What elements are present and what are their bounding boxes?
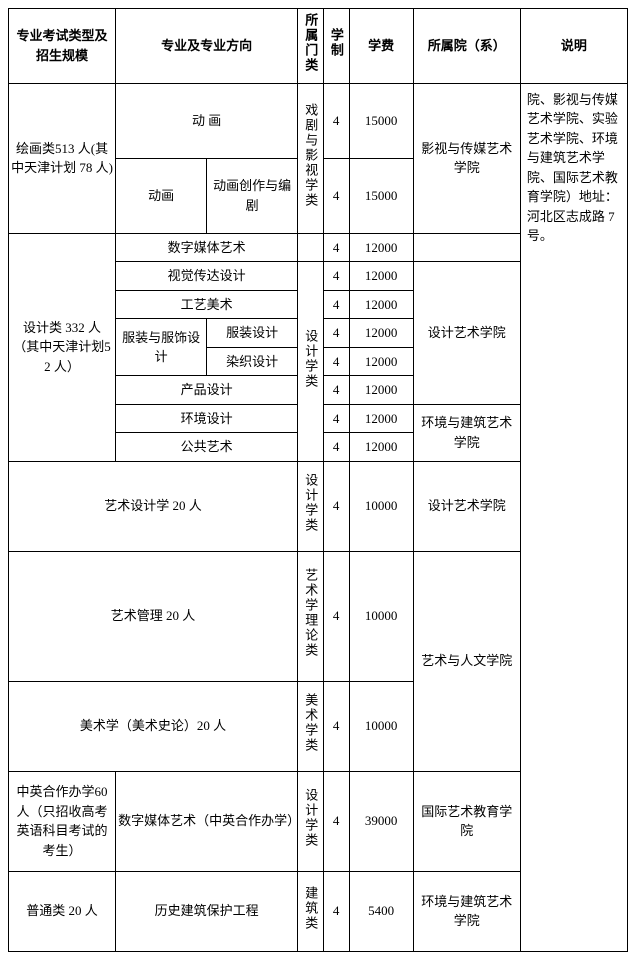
cell-fee: 12000 <box>349 347 413 376</box>
cell-major: 产品设计 <box>116 376 298 405</box>
header-dept: 所属院（系） <box>413 9 520 84</box>
cell-group-label: 绘画类513 人(其中天津计划 78 人) <box>9 83 116 233</box>
cell-major-sub: 染织设计 <box>207 347 298 376</box>
cell-major-sub: 动画创作与编剧 <box>207 158 298 233</box>
header-row: 专业考试类型及招生规模 专业及专业方向 所属门类 学制 学费 所属院（系） 说明 <box>9 9 628 84</box>
cell-fee: 12000 <box>349 433 413 462</box>
cell-major-sub: 服装与服饰设计 <box>116 319 207 376</box>
cell-fee: 10000 <box>349 551 413 681</box>
cell-category: 艺术学理论类 <box>298 551 324 681</box>
cell-fee: 10000 <box>349 461 413 551</box>
cell-dept: 国际艺术教育学院 <box>413 771 520 871</box>
cell-major: 历史建筑保护工程 <box>116 871 298 951</box>
cell-dept: 环境与建筑艺术学院 <box>413 871 520 951</box>
cell-duration: 4 <box>323 681 349 771</box>
cell-fee: 12000 <box>349 319 413 348</box>
cell-fee: 12000 <box>349 262 413 291</box>
cell-major: 数字媒体艺术（中英合作办学） <box>116 771 298 871</box>
cell-major: 环境设计 <box>116 404 298 433</box>
header-fee: 学费 <box>349 9 413 84</box>
cell-fee: 12000 <box>349 376 413 405</box>
cell-category <box>298 233 324 262</box>
cell-group-label: 美术学（美术史论）20 人 <box>9 681 298 771</box>
cell-duration: 4 <box>323 83 349 158</box>
cell-category: 设计学类 <box>298 461 324 551</box>
cell-group-label: 艺术设计学 20 人 <box>9 461 298 551</box>
cell-fee: 12000 <box>349 290 413 319</box>
cell-dept: 设计艺术学院 <box>413 461 520 551</box>
cell-fee: 15000 <box>349 83 413 158</box>
cell-fee: 12000 <box>349 233 413 262</box>
cell-duration: 4 <box>323 461 349 551</box>
cell-duration: 4 <box>323 319 349 348</box>
admission-table: 专业考试类型及招生规模 专业及专业方向 所属门类 学制 学费 所属院（系） 说明… <box>8 8 628 952</box>
cell-note: 院、影视与传媒艺术学院、实验艺术学院、环境与建筑艺术学院、国际艺术教育学院）地址… <box>520 83 627 951</box>
cell-major: 动 画 <box>116 83 298 158</box>
cell-fee: 12000 <box>349 404 413 433</box>
cell-duration: 4 <box>323 551 349 681</box>
cell-duration: 4 <box>323 871 349 951</box>
cell-fee: 5400 <box>349 871 413 951</box>
cell-major-sub: 服装设计 <box>207 319 298 348</box>
cell-duration: 4 <box>323 233 349 262</box>
cell-duration: 4 <box>323 404 349 433</box>
cell-group-label: 普通类 20 人 <box>9 871 116 951</box>
cell-duration: 4 <box>323 433 349 462</box>
header-major: 专业及专业方向 <box>116 9 298 84</box>
header-exam-type: 专业考试类型及招生规模 <box>9 9 116 84</box>
cell-dept: 影视与传媒艺术学院 <box>413 83 520 233</box>
cell-group-label: 中英合作办学60 人（只招收高考英语科目考试的考生） <box>9 771 116 871</box>
cell-fee: 39000 <box>349 771 413 871</box>
header-note: 说明 <box>520 9 627 84</box>
header-category: 所属门类 <box>298 9 324 84</box>
cell-category: 美术学类 <box>298 681 324 771</box>
cell-dept: 艺术与人文学院 <box>413 551 520 771</box>
cell-group-label: 设计类 332 人（其中天津计划52 人） <box>9 233 116 461</box>
cell-fee: 15000 <box>349 158 413 233</box>
cell-category: 设计学类 <box>298 771 324 871</box>
cell-category: 戏剧与影视学类 <box>298 83 324 233</box>
cell-duration: 4 <box>323 771 349 871</box>
cell-group-label: 艺术管理 20 人 <box>9 551 298 681</box>
cell-duration: 4 <box>323 347 349 376</box>
cell-duration: 4 <box>323 290 349 319</box>
cell-major: 数字媒体艺术 <box>116 233 298 262</box>
cell-major: 工艺美术 <box>116 290 298 319</box>
cell-major: 视觉传达设计 <box>116 262 298 291</box>
cell-fee: 10000 <box>349 681 413 771</box>
header-duration: 学制 <box>323 9 349 84</box>
cell-duration: 4 <box>323 158 349 233</box>
cell-major-sub: 动画 <box>116 158 207 233</box>
cell-category: 建筑类 <box>298 871 324 951</box>
table-row: 绘画类513 人(其中天津计划 78 人) 动 画 戏剧与影视学类 4 1500… <box>9 83 628 158</box>
cell-dept: 环境与建筑艺术学院 <box>413 404 520 461</box>
cell-dept <box>413 233 520 262</box>
cell-dept: 设计艺术学院 <box>413 262 520 405</box>
cell-duration: 4 <box>323 262 349 291</box>
cell-duration: 4 <box>323 376 349 405</box>
cell-category: 设计学类 <box>298 262 324 462</box>
cell-major: 公共艺术 <box>116 433 298 462</box>
